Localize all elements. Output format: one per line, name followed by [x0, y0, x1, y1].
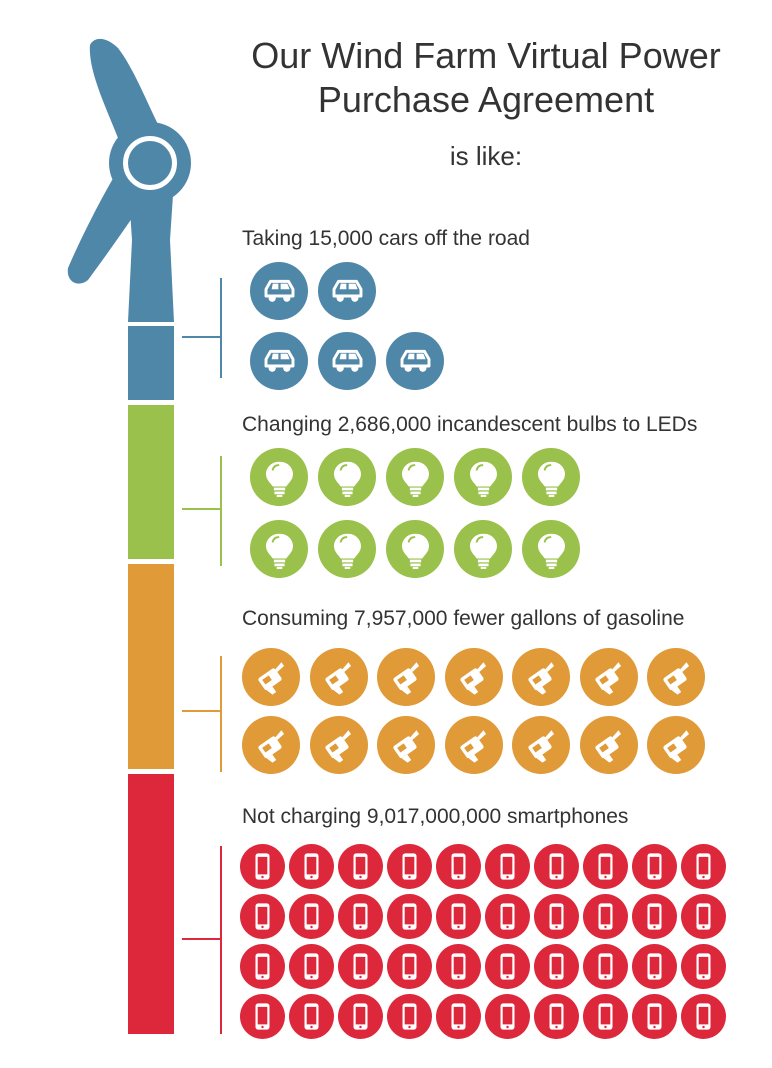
smartphone-icon — [289, 994, 334, 1039]
smartphone-icon — [338, 944, 383, 989]
smartphone-icon — [632, 844, 677, 889]
smartphone-icon — [632, 894, 677, 939]
smartphone-icon — [583, 844, 628, 889]
smartphone-icon — [289, 844, 334, 889]
fuel-nozzle-icon — [647, 716, 705, 774]
lightbulb-icon — [318, 520, 376, 578]
smartphone-icon — [387, 844, 432, 889]
fuel-nozzle-icon — [647, 648, 705, 706]
lightbulb-icon — [454, 448, 512, 506]
smartphone-icon — [240, 844, 285, 889]
section-label-phones: Not charging 9,017,000,000 smartphones — [242, 805, 629, 828]
car-icon — [250, 262, 308, 320]
smartphone-icon — [387, 894, 432, 939]
smartphone-icon — [387, 994, 432, 1039]
smartphone-icon — [240, 994, 285, 1039]
lightbulb-icon — [454, 520, 512, 578]
tower-segment-red — [128, 774, 174, 1034]
lightbulb-icon — [318, 448, 376, 506]
smartphone-icon — [583, 944, 628, 989]
smartphone-icon — [534, 944, 579, 989]
smartphone-icon — [485, 944, 530, 989]
fuel-nozzle-icon — [377, 716, 435, 774]
fuel-nozzle-icon — [309, 716, 368, 774]
smartphone-icon — [436, 844, 481, 889]
fuel-nozzle-icon — [377, 648, 435, 706]
turbine-blades — [67, 38, 174, 322]
smartphone-icon — [436, 994, 481, 1039]
section-label-bulbs: Changing 2,686,000 incandescent bulbs to… — [242, 413, 698, 436]
smartphone-icon — [338, 844, 383, 889]
fuel-nozzle-icon — [242, 648, 300, 706]
fuel-nozzle-icon — [512, 716, 570, 774]
smartphone-icon — [534, 994, 579, 1039]
smartphone-icon — [240, 894, 285, 939]
tower-segment-green — [128, 405, 174, 559]
section-label-gas: Consuming 7,957,000 fewer gallons of gas… — [242, 607, 685, 630]
car-icon — [318, 262, 376, 320]
lightbulb-icon — [250, 448, 308, 506]
smartphone-icon — [681, 894, 726, 939]
fuel-nozzle-icon — [444, 648, 503, 706]
smartphone-icon — [485, 994, 530, 1039]
smartphone-icon — [632, 944, 677, 989]
smartphone-icon — [485, 844, 530, 889]
tower-segment-orange — [128, 564, 174, 769]
smartphone-icon — [240, 944, 285, 989]
fuel-nozzle-icon — [512, 648, 570, 706]
smartphone-icon — [534, 844, 579, 889]
smartphone-icon — [338, 894, 383, 939]
car-icon — [386, 332, 444, 390]
smartphone-icon — [534, 894, 579, 939]
page-title-line-1: Our Wind Farm Virtual Power — [251, 35, 721, 76]
lightbulb-icon — [386, 448, 444, 506]
fuel-nozzle-icon — [242, 716, 300, 774]
smartphone-icon — [681, 844, 726, 889]
smartphone-icon — [681, 944, 726, 989]
car-icon — [318, 332, 376, 390]
smartphone-icon — [338, 994, 383, 1039]
smartphone-icon — [583, 894, 628, 939]
lightbulb-icon — [522, 448, 580, 506]
page-title-line-2: Purchase Agreement — [317, 79, 655, 120]
car-icon — [250, 332, 308, 390]
smartphone-icon — [387, 944, 432, 989]
smartphone-icon — [583, 994, 628, 1039]
tower-segment-blue — [128, 326, 174, 400]
smartphone-icon — [632, 994, 677, 1039]
fuel-nozzle-icon — [309, 648, 368, 706]
page-subtitle: is like: — [449, 141, 523, 171]
smartphone-icon — [289, 894, 334, 939]
smartphone-icon — [436, 944, 481, 989]
fuel-nozzle-icon — [579, 716, 638, 774]
smartphone-icon — [289, 944, 334, 989]
smartphone-icon — [436, 894, 481, 939]
section-label-cars: Taking 15,000 cars off the road — [242, 227, 530, 250]
smartphone-icon — [485, 894, 530, 939]
smartphone-icon — [681, 994, 726, 1039]
lightbulb-icon — [386, 520, 444, 578]
turbine-hub-ring — [109, 122, 191, 204]
lightbulb-icon — [522, 520, 580, 578]
lightbulb-icon — [250, 520, 308, 578]
wind-turbine-graphic — [67, 38, 191, 1034]
fuel-nozzle-icon — [444, 716, 503, 774]
fuel-nozzle-icon — [579, 648, 638, 706]
